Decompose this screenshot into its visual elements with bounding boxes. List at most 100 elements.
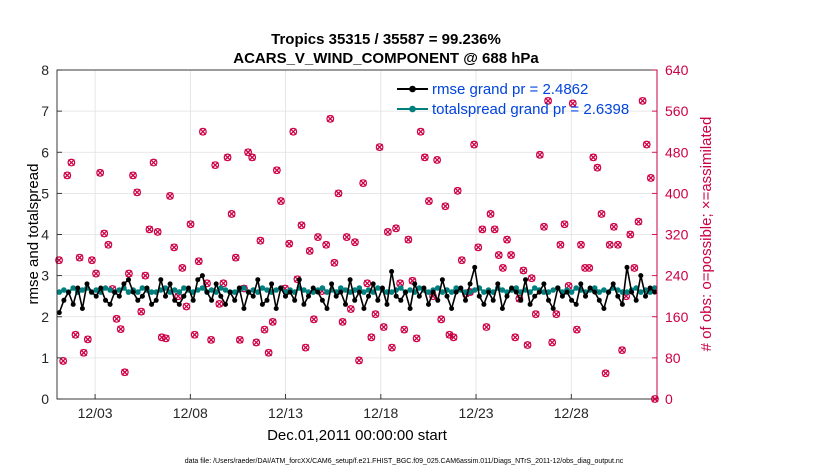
spread-point-99 bbox=[513, 285, 519, 291]
x-tick-label-1: 12/08 bbox=[173, 405, 208, 421]
obs-point-4 bbox=[71, 330, 80, 339]
rmse-point-35 bbox=[218, 293, 224, 299]
rmse-point-108 bbox=[555, 285, 561, 291]
chart-title-line2: ACARS_V_WIND_COMPONENT @ 688 hPa bbox=[233, 50, 539, 67]
spread-point-15 bbox=[125, 289, 132, 295]
obs-point-120 bbox=[548, 338, 557, 347]
obs-point-122 bbox=[556, 240, 565, 249]
rmse-point-62 bbox=[343, 301, 348, 307]
rmse-point-45 bbox=[264, 297, 270, 303]
obs-point-111 bbox=[511, 333, 520, 342]
rmse-point-93 bbox=[486, 289, 491, 295]
rmse-point-126 bbox=[638, 273, 644, 279]
rmse-point-21 bbox=[153, 297, 159, 303]
obs-point-94 bbox=[441, 202, 450, 211]
obs-point-136 bbox=[614, 240, 622, 249]
obs-point-93 bbox=[437, 315, 446, 324]
chart-title-line1: Tropics 35315 / 35587 = 99.236% bbox=[271, 31, 501, 48]
rmse-point-97 bbox=[504, 293, 510, 299]
obs-point-6 bbox=[79, 348, 88, 357]
x-tick-label-0: 12/03 bbox=[78, 405, 113, 421]
rmse-point-31 bbox=[199, 273, 205, 279]
obs-point-1 bbox=[59, 357, 68, 365]
spread-point-62 bbox=[342, 287, 349, 293]
x-tick-label-5: 12/28 bbox=[554, 405, 589, 421]
spread-point-8 bbox=[93, 287, 99, 293]
obs-point-123 bbox=[560, 220, 569, 229]
spread-point-36 bbox=[222, 287, 229, 293]
rmse-point-60 bbox=[333, 293, 339, 299]
obs-point-84 bbox=[400, 325, 409, 334]
spread-point-45 bbox=[264, 287, 270, 293]
obs-point-126 bbox=[572, 325, 581, 334]
spread-point-35 bbox=[218, 285, 224, 291]
rmse-point-41 bbox=[246, 289, 251, 295]
rmse-point-49 bbox=[283, 293, 288, 299]
obs-point-87 bbox=[412, 334, 421, 343]
obs-point-63 bbox=[314, 233, 322, 241]
obs-point-92 bbox=[433, 156, 442, 164]
obs-point-61 bbox=[305, 247, 314, 255]
rmse-point-43 bbox=[255, 277, 261, 283]
rmse-point-68 bbox=[370, 281, 376, 287]
obs-point-31 bbox=[182, 302, 191, 311]
rmse-point-105 bbox=[541, 281, 547, 287]
y-right-tick-label-7: 560 bbox=[665, 103, 689, 119]
spread-point-66 bbox=[361, 289, 367, 295]
rmse-point-8 bbox=[93, 293, 99, 299]
spread-point-5 bbox=[79, 287, 86, 293]
obs-point-20 bbox=[137, 307, 146, 316]
rmse-point-121 bbox=[615, 293, 621, 299]
spread-point-3 bbox=[70, 285, 76, 291]
rmse-point-17 bbox=[135, 297, 141, 303]
rmse-point-7 bbox=[89, 289, 95, 295]
obs-point-114 bbox=[523, 341, 532, 349]
spread-point-38 bbox=[231, 289, 238, 295]
obs-point-50 bbox=[260, 325, 269, 334]
spread-point-107 bbox=[550, 287, 556, 293]
obs-point-35 bbox=[198, 127, 207, 136]
x-axis-label: Dec.01,2011 00:00:00 start bbox=[267, 427, 448, 444]
rmse-point-46 bbox=[269, 281, 275, 287]
rmse-point-34 bbox=[213, 281, 219, 287]
legend: rmse grand pr = 2.4862 totalspread grand… bbox=[397, 81, 629, 118]
rmse-point-40 bbox=[241, 306, 247, 311]
obs-point-141 bbox=[634, 217, 643, 226]
spread-point-18 bbox=[139, 285, 146, 291]
x-tick-label-3: 12/18 bbox=[363, 405, 398, 421]
rmse-point-112 bbox=[573, 301, 579, 307]
rmse-point-12 bbox=[112, 289, 118, 295]
rmse-line bbox=[58, 266, 656, 313]
rmse-point-33 bbox=[209, 297, 215, 303]
rmse-point-50 bbox=[287, 289, 293, 295]
obs-point-89 bbox=[420, 153, 429, 162]
obs-point-82 bbox=[392, 224, 400, 233]
x-tick-label-4: 12/23 bbox=[459, 405, 494, 421]
legend-rmse-label: rmse grand pr = 2.4862 bbox=[432, 81, 588, 98]
rmse-point-47 bbox=[273, 306, 279, 311]
obs-point-8 bbox=[88, 256, 96, 265]
rmse-point-6 bbox=[84, 281, 90, 287]
rmse-point-96 bbox=[499, 306, 505, 311]
y-left-tick-label-2: 2 bbox=[41, 309, 49, 325]
obs-point-66 bbox=[326, 114, 335, 123]
spread-point-90 bbox=[471, 287, 478, 293]
y-axis-right: 0 80 160 240 320 400 480 560 640 bbox=[652, 62, 689, 407]
rmse-point-61 bbox=[338, 289, 344, 295]
obs-point-12 bbox=[104, 240, 113, 249]
spread-point-61 bbox=[338, 285, 344, 291]
x-tick-label-2: 12/13 bbox=[268, 405, 303, 421]
obs-point-121 bbox=[552, 310, 561, 319]
obs-point-108 bbox=[498, 264, 507, 272]
y-left-tick-label-8: 8 bbox=[41, 62, 49, 78]
rmse-point-32 bbox=[204, 289, 210, 295]
obs-point-39 bbox=[215, 299, 224, 308]
obs-point-98 bbox=[457, 256, 466, 265]
spread-point-0 bbox=[56, 289, 63, 295]
rmse-point-86 bbox=[453, 289, 459, 295]
spread-point-82 bbox=[435, 285, 441, 291]
spread-point-86 bbox=[453, 285, 460, 291]
rmse-point-44 bbox=[259, 301, 265, 307]
y-left-tick-label-1: 1 bbox=[41, 350, 49, 366]
obs-point-60 bbox=[301, 343, 310, 352]
